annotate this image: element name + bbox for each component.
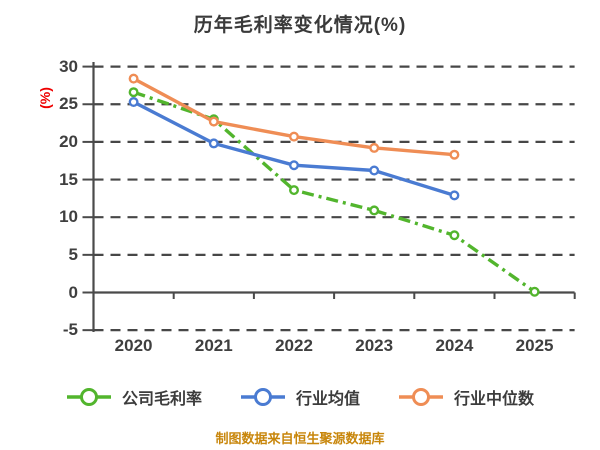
legend-label: 行业中位数 [454, 391, 535, 408]
data-point-marker-industry-median [449, 149, 460, 160]
legend-marker-icon [240, 388, 285, 406]
x-tick-label: 2023 [355, 336, 394, 355]
legend-item-company-gross-margin: 公司毛利率 [66, 385, 202, 409]
y-tick-label: 15 [59, 169, 78, 189]
chart-legend: 公司毛利率 行业均值 行业中位数 [0, 385, 600, 409]
y-tick-label: -5 [62, 320, 78, 340]
legend-marker-icon [66, 388, 111, 406]
data-point-marker-industry-mean [449, 190, 460, 201]
data-point-marker-industry-median [208, 116, 219, 127]
data-point-marker-industry-mean [289, 160, 300, 171]
series-line-industry-mean [132, 100, 455, 198]
y-tick-label: 20 [59, 131, 78, 151]
legend-label: 行业均值 [295, 391, 360, 408]
legend-marker-icon [399, 388, 443, 406]
legend-item-industry-mean: 行业均值 [240, 385, 360, 409]
data-point-marker-industry-median [128, 73, 139, 84]
x-tick-label: 2021 [194, 336, 233, 355]
data-point-marker-industry-median [289, 131, 300, 142]
y-tick-label: 5 [68, 244, 78, 264]
y-tick-label: 10 [59, 207, 78, 227]
y-tick-label: 25 [59, 94, 78, 114]
legend-item-industry-median: 行业中位数 [398, 385, 534, 409]
series-line-company-gross-margin [133, 90, 536, 294]
y-tick-label: 0 [68, 282, 78, 302]
chart-title: 历年毛利率变化情况(%) [193, 15, 407, 36]
data-point-marker-company-gross-margin [289, 185, 300, 196]
y-tick-label: 30 [59, 56, 78, 76]
data-point-marker-industry-mean [369, 165, 380, 176]
data-point-marker-company-gross-margin [128, 87, 139, 98]
x-tick-label: 2024 [435, 336, 474, 355]
data-point-marker-company-gross-margin [449, 230, 460, 241]
data-source-caption: 制图数据来自恒生聚源数据库 [215, 431, 385, 446]
x-tick-label: 2020 [114, 336, 153, 355]
x-tick-label: 2025 [515, 336, 554, 355]
data-point-marker-industry-median [369, 142, 380, 153]
data-point-marker-industry-mean [128, 96, 139, 107]
legend-label: 公司毛利率 [121, 391, 202, 408]
x-tick-label: 2022 [275, 336, 313, 355]
data-point-marker-company-gross-margin [529, 286, 540, 297]
data-point-marker-company-gross-margin [369, 205, 380, 216]
series-line-industry-median [132, 77, 455, 157]
data-point-marker-industry-mean [208, 138, 219, 149]
